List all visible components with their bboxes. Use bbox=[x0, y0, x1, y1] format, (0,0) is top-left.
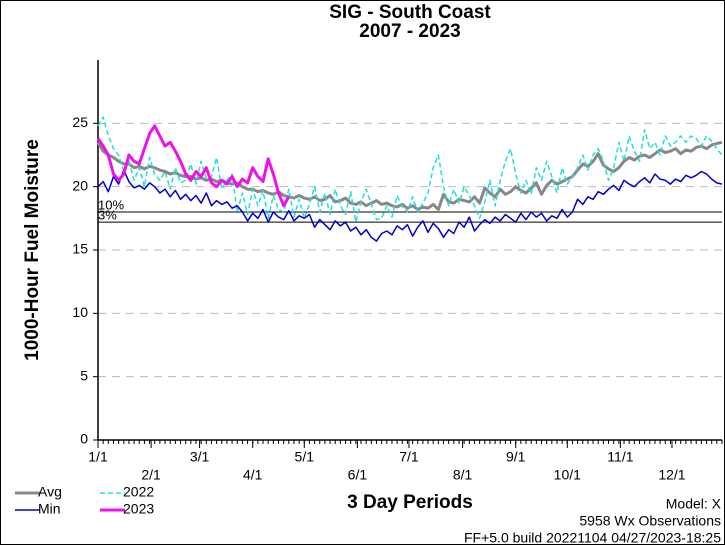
x-tick-label: 12/1 bbox=[658, 467, 685, 483]
note: Model: X bbox=[666, 496, 722, 512]
series-line bbox=[97, 116, 723, 223]
note: FF+5.0 build 20221104 04/27/2023-18:25 bbox=[464, 530, 721, 545]
x-tick-label: 1/1 bbox=[88, 449, 108, 465]
reference-label: 10% bbox=[98, 197, 124, 212]
x-tick-label: 3/1 bbox=[190, 449, 210, 465]
x-tick-label: 9/1 bbox=[506, 449, 526, 465]
y-tick-label: 0 bbox=[80, 431, 88, 447]
chart-subtitle: 2007 - 2023 bbox=[359, 21, 460, 42]
x-tick-label: 6/1 bbox=[348, 467, 368, 483]
x-tick-label: 2/1 bbox=[141, 467, 161, 483]
y-tick-label: 20 bbox=[72, 177, 88, 193]
series-line bbox=[96, 124, 291, 208]
x-tick-label: 10/1 bbox=[554, 467, 581, 483]
x-tick-label: 4/1 bbox=[243, 467, 263, 483]
legend-label: 2023 bbox=[123, 501, 154, 517]
x-axis-label: 3 Day Periods bbox=[347, 492, 473, 513]
reference-label: 3% bbox=[98, 208, 117, 223]
legend-label: Avg bbox=[38, 484, 62, 500]
legend-label: 2022 bbox=[123, 484, 154, 500]
x-tick-label: 5/1 bbox=[295, 449, 315, 465]
legend-label: Min bbox=[38, 501, 61, 517]
series-line bbox=[96, 140, 723, 211]
y-tick-label: 10 bbox=[72, 304, 88, 320]
y-axis-label: 1000-Hour Fuel Moisture bbox=[22, 139, 43, 361]
x-tick-label: 7/1 bbox=[399, 449, 419, 465]
note: 5958 Wx Observations bbox=[579, 513, 721, 529]
x-tick-label: 8/1 bbox=[453, 467, 473, 483]
y-tick-label: 25 bbox=[72, 114, 88, 130]
series-line bbox=[97, 169, 723, 242]
y-tick-label: 5 bbox=[80, 367, 88, 383]
chart-title: SIG - South Coast bbox=[329, 2, 491, 23]
y-tick-label: 15 bbox=[72, 241, 88, 257]
x-tick-label: 11/1 bbox=[607, 449, 633, 465]
